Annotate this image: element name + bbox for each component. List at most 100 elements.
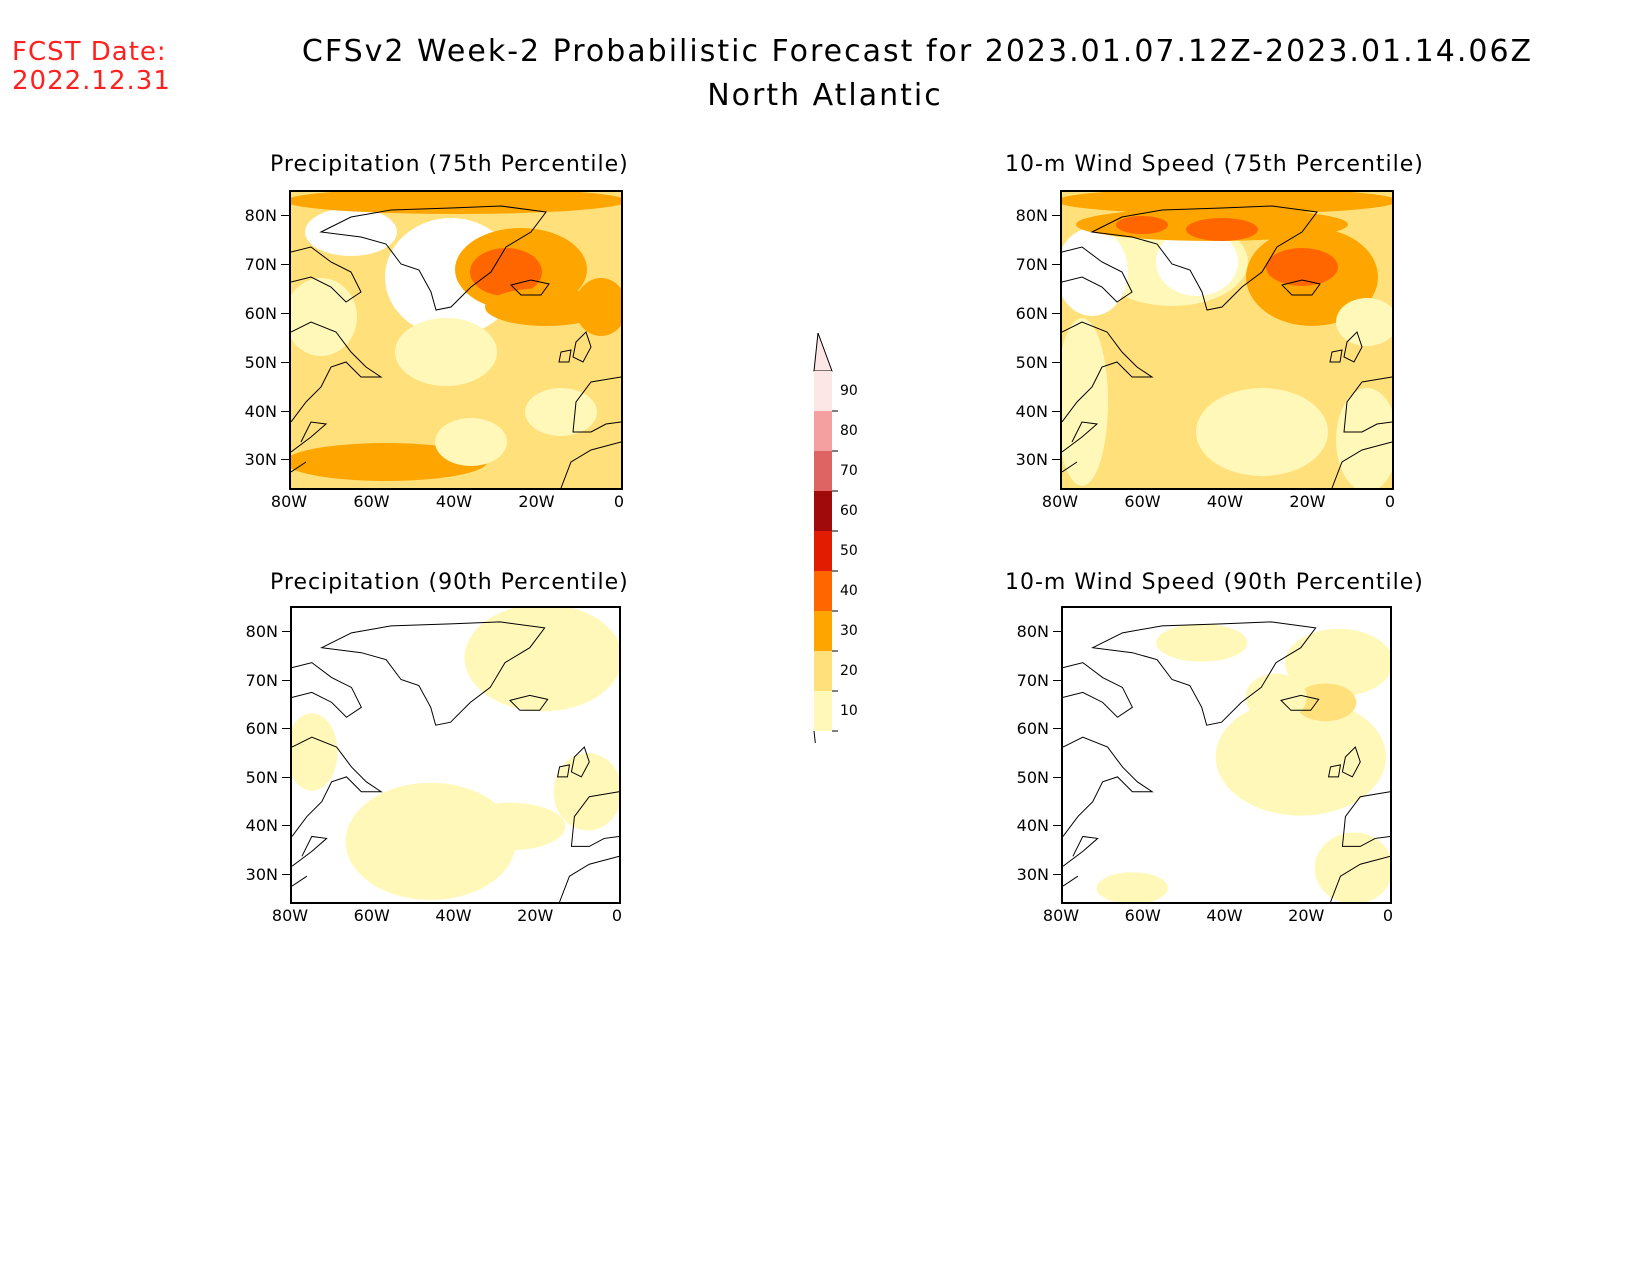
- lon-label: 0: [1382, 906, 1394, 925]
- lat-label: 40N: [1015, 401, 1048, 421]
- map-field: [1062, 192, 1392, 488]
- lon-label: 20W: [1289, 492, 1326, 511]
- probability-region: [464, 608, 619, 712]
- lat-tick: [281, 361, 289, 363]
- probability-region: [575, 278, 621, 336]
- lat-tick: [1052, 361, 1060, 363]
- colorbar-segment: [814, 611, 832, 651]
- figure-title: CFSv2 Week-2 Probabilistic Forecast for …: [301, 34, 1534, 69]
- lat-label: 40N: [244, 401, 277, 421]
- probability-region: [470, 248, 542, 296]
- probability-region: [1336, 388, 1392, 488]
- lat-label: 70N: [245, 670, 278, 690]
- coastline: [320, 621, 546, 726]
- colorbar-segment: [814, 571, 832, 611]
- lon-label: 0: [1384, 492, 1396, 511]
- lat-tick: [1053, 728, 1061, 729]
- lat-label: 50N: [245, 767, 278, 787]
- colorbar-segment: [814, 371, 832, 411]
- colorbar-label: 60: [840, 503, 858, 519]
- lat-tick: [282, 679, 290, 681]
- coastline: [1062, 421, 1099, 473]
- probability-region: [291, 443, 487, 481]
- lat-label: 60N: [1015, 303, 1048, 323]
- lat-tick: [282, 776, 290, 778]
- map-field: [291, 192, 621, 488]
- probability-region: [435, 418, 507, 466]
- colorbar-segment: [814, 411, 832, 451]
- lat-tick: [1053, 776, 1061, 778]
- probability-region: [1062, 192, 1392, 214]
- map-field: [1063, 608, 1390, 902]
- lat-label: 70N: [1016, 670, 1049, 690]
- lon-label: 40W: [435, 906, 472, 925]
- lat-label: 40N: [245, 816, 278, 836]
- lat-tick: [1052, 312, 1060, 314]
- coastline: [1327, 746, 1361, 778]
- lat-tick: [1053, 825, 1061, 827]
- coastline: [1330, 791, 1390, 902]
- probability-region: [1314, 832, 1390, 902]
- coastline: [292, 662, 363, 718]
- colorbar-graphic: [813, 332, 838, 768]
- coastline: [1280, 694, 1320, 711]
- lon-label: 80W: [271, 906, 309, 925]
- probability-region: [1294, 683, 1357, 722]
- map-precip-75: [289, 190, 623, 490]
- colorbar-label: 50: [840, 543, 858, 559]
- lat-tick: [282, 873, 290, 875]
- coastline: [1063, 736, 1154, 837]
- probability-region: [305, 208, 397, 256]
- panel-title-wind-90: 10-m Wind Speed (90th Percentile): [1005, 570, 1424, 595]
- probability-region: [1284, 628, 1390, 697]
- lat-label: 60N: [245, 719, 278, 738]
- map-field: [292, 608, 619, 902]
- probability-region: [1096, 872, 1169, 902]
- colorbar-label: 70: [840, 463, 858, 479]
- coastline: [291, 421, 328, 473]
- lon-label: 60W: [353, 492, 390, 511]
- colorbar-label: 10: [840, 703, 858, 719]
- colorbar-top-arrow: [813, 332, 833, 372]
- lon-label: 0: [613, 492, 625, 511]
- map-wind-75: [1060, 190, 1394, 490]
- probability-region: [1116, 216, 1168, 234]
- coastline: [291, 246, 362, 303]
- probability-region: [525, 388, 597, 436]
- probability-region: [291, 192, 621, 214]
- coastline: [510, 279, 550, 296]
- colorbar-label: 30: [840, 623, 858, 639]
- lon-label: 40W: [1206, 906, 1243, 925]
- lat-label: 80N: [244, 206, 277, 226]
- lon-label: 60W: [1124, 492, 1161, 511]
- lat-label: 50N: [1015, 352, 1048, 372]
- probability-region: [1245, 673, 1307, 722]
- coastline: [292, 835, 328, 887]
- lat-tick: [1053, 630, 1061, 632]
- probability-region: [1196, 388, 1328, 476]
- lat-tick: [282, 630, 290, 632]
- lat-label: 60N: [244, 303, 277, 323]
- colorbar-bottom-arrow: [813, 730, 819, 768]
- lat-tick: [281, 312, 289, 314]
- colorbar: [812, 332, 872, 768]
- fcst-date-label: FCST Date:: [12, 37, 167, 67]
- colorbar-label: 20: [840, 663, 858, 679]
- fcst-date-value: 2022.12.31: [12, 66, 171, 96]
- lon-label: 60W: [353, 906, 390, 925]
- probability-region: [1215, 698, 1387, 816]
- lat-label: 30N: [1015, 450, 1048, 470]
- lat-label: 80N: [1016, 621, 1049, 641]
- lat-tick: [1052, 215, 1060, 217]
- coastline: [560, 376, 621, 488]
- panel-title-precip-90: Precipitation (90th Percentile): [270, 570, 629, 595]
- probability-region: [1336, 298, 1392, 346]
- lat-label: 50N: [1016, 767, 1049, 787]
- coastline: [1090, 205, 1318, 311]
- coastline: [1063, 835, 1099, 887]
- colorbar-segment: [814, 691, 832, 731]
- coastline: [1091, 621, 1317, 726]
- probability-region: [1186, 218, 1258, 241]
- coastline: [509, 694, 549, 711]
- lon-label: 20W: [518, 492, 555, 511]
